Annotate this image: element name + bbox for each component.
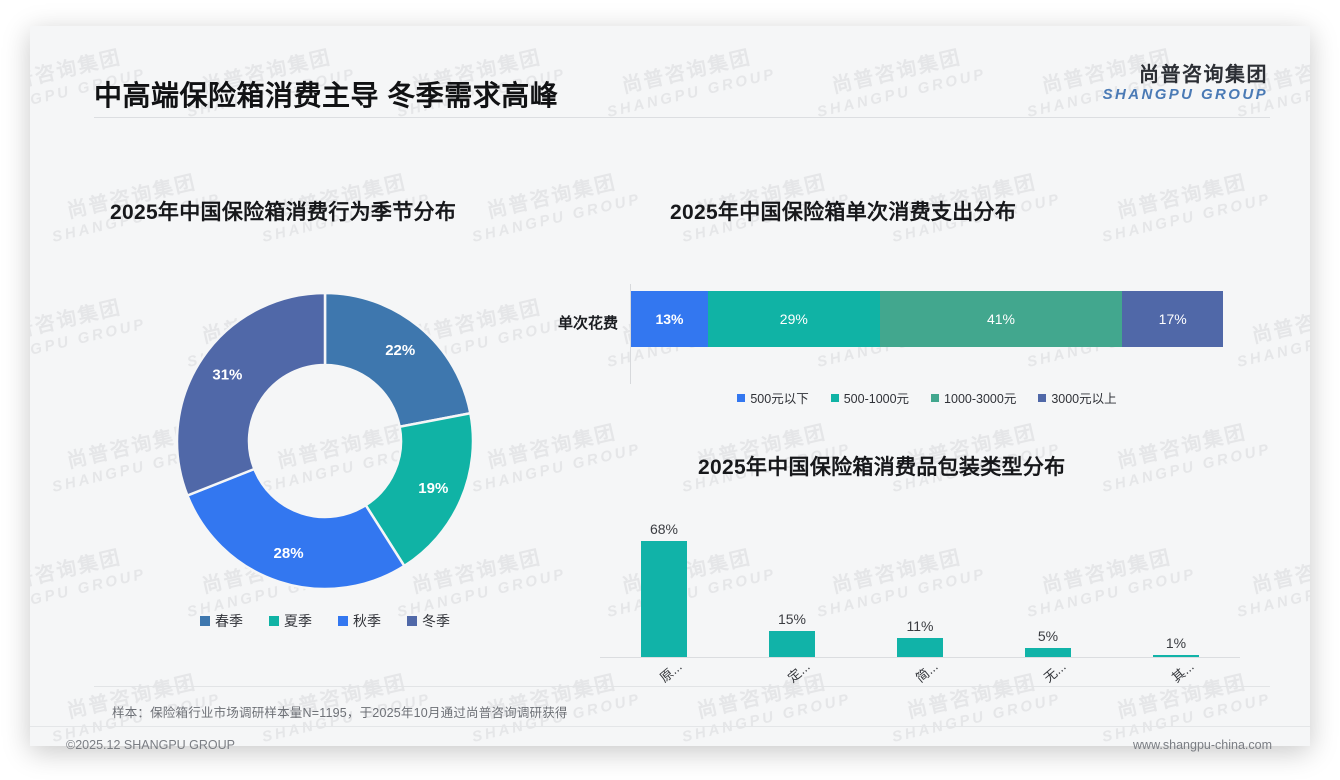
source-footnote: 样本：保险箱行业市场调研样本量N=1195，于2025年10月通过尚普咨询调研获… (112, 706, 568, 720)
stacked-bar-chart: 单次花费 13% 29% 41% 17% 500元以下 500-1000元 1000-30… (530, 276, 1260, 426)
stacked-bar-legend: 500元以下 500-1000元 1000-3000元 3000元以上 (631, 388, 1223, 407)
stacked-bar-legend-label: 1000-3000元 (944, 392, 1017, 406)
donut-legend-label: 冬季 (422, 613, 450, 629)
donut-segment-label: 19% (418, 480, 448, 497)
donut-legend-item[interactable]: 秋季 (338, 611, 381, 631)
column-value-label: 15% (777, 611, 807, 628)
column-axis-tick-label: 简... (912, 658, 941, 686)
donut-segment-label: 28% (274, 545, 304, 562)
donut-segment[interactable] (175, 291, 327, 498)
legend-swatch-icon (200, 616, 210, 626)
stacked-bar-legend-item[interactable]: 500元以下 (737, 388, 809, 407)
stacked-bar-chart-title: 2025年中国保险箱单次消费支出分布 (670, 201, 1017, 224)
stacked-bar-legend-item[interactable]: 3000元以上 (1038, 388, 1117, 407)
column-chart-bars: 68% 15% 11% 5% 1% (600, 507, 1240, 657)
stacked-bar-legend-label: 500元以下 (750, 392, 809, 406)
legend-swatch-icon (338, 616, 348, 626)
slide-canvas: 尚普咨询集团 SHANGPU GROUP 尚普咨询集团 SHANGPU GROUP 尚普… (30, 26, 1310, 752)
column-chart-column[interactable]: 11% (856, 507, 984, 657)
stacked-bar-legend-label: 3000元以上 (1051, 392, 1117, 406)
column-chart-axis-labels: 原... 定... 简... 无... 其... (600, 658, 1240, 704)
donut-chart: 22% 19% 28% 31% 春季 夏季 秋季 冬季 (130, 281, 520, 661)
column-chart-baseline (600, 657, 1240, 658)
column-bar[interactable] (769, 631, 815, 657)
donut-chart-legend: 春季 夏季 秋季 冬季 (130, 611, 520, 631)
stacked-bar-segment[interactable]: 41% (879, 291, 1123, 347)
page-title: 中高端保险箱消费主导 冬季需求高峰 (94, 80, 559, 111)
donut-chart-title: 2025年中国保险箱消费行为季节分布 (110, 201, 457, 224)
donut-legend-label: 春季 (215, 613, 243, 629)
column-axis-tick: 定... (728, 658, 856, 704)
legend-swatch-icon (737, 393, 746, 402)
column-bar[interactable] (1153, 655, 1199, 657)
column-value-label: 68% (649, 520, 679, 537)
column-chart-column[interactable]: 15% (728, 507, 856, 657)
column-chart-column[interactable]: 5% (984, 507, 1112, 657)
donut-segment[interactable] (185, 467, 407, 591)
donut-segment[interactable] (323, 291, 472, 429)
brand-logo: 尚普咨询集团 SHANGPU GROUP (1103, 64, 1268, 104)
column-chart-title: 2025年中国保险箱消费品包装类型分布 (698, 456, 1066, 479)
column-bar[interactable] (897, 638, 943, 657)
column-axis-tick: 原... (600, 658, 728, 704)
column-chart: 68% 15% 11% 5% 1% 原... 定... 简... 无... 其... (590, 504, 1250, 704)
footnote-divider (94, 686, 1270, 687)
stacked-bar-axis-line (630, 284, 631, 384)
column-axis-tick-label: 定... (784, 658, 813, 686)
stacked-bar-segment[interactable]: 17% (1122, 291, 1223, 347)
donut-legend-item[interactable]: 冬季 (407, 611, 450, 631)
column-bar[interactable] (1025, 648, 1071, 657)
footer-copyright: ©2025.12 SHANGPU GROUP (66, 738, 235, 752)
donut-chart-svg: 22% 19% 28% 31% (175, 291, 475, 591)
legend-swatch-icon (830, 393, 839, 402)
donut-segment[interactable] (363, 411, 475, 568)
donut-legend-label: 秋季 (353, 613, 381, 629)
stacked-bar-legend-item[interactable]: 1000-3000元 (931, 388, 1016, 407)
stacked-bar-legend-label: 500-1000元 (843, 392, 910, 406)
legend-swatch-icon (1038, 393, 1047, 402)
column-axis-tick-label: 无... (1040, 658, 1069, 686)
legend-swatch-icon (407, 616, 417, 626)
stacked-bar-segment[interactable]: 29% (707, 291, 880, 347)
column-axis-tick: 简... (856, 658, 984, 704)
stacked-bar-segment[interactable]: 13% (631, 291, 708, 347)
column-bar[interactable] (641, 540, 687, 657)
donut-legend-item[interactable]: 春季 (200, 611, 243, 631)
logo-chinese-text: 尚普咨询集团 (1139, 64, 1268, 86)
column-axis-tick-label: 原... (656, 658, 685, 686)
column-axis-tick: 其... (1112, 658, 1240, 704)
logo-english-text: SHANGPU GROUP (1102, 86, 1268, 104)
column-value-label: 11% (906, 618, 934, 635)
donut-segment-label: 22% (385, 342, 415, 359)
donut-legend-label: 夏季 (284, 613, 312, 629)
column-axis-tick: 无... (984, 658, 1112, 704)
donut-legend-item[interactable]: 夏季 (269, 611, 312, 631)
column-value-label: 1% (1165, 635, 1187, 651)
footer-divider (30, 726, 1310, 727)
column-value-label: 5% (1037, 628, 1059, 645)
column-chart-column[interactable]: 1% (1112, 507, 1240, 657)
donut-segment-label: 31% (212, 367, 242, 384)
column-chart-column[interactable]: 68% (600, 507, 728, 657)
legend-swatch-icon (269, 616, 279, 626)
header-divider (94, 117, 1270, 118)
stacked-bar-category-label: 单次花费 (557, 315, 618, 332)
legend-swatch-icon (931, 393, 940, 402)
footer-website[interactable]: www.shangpu-china.com (1133, 738, 1272, 752)
stacked-bar-legend-item[interactable]: 500-1000元 (830, 388, 910, 407)
stacked-bar-track: 13% 29% 41% 17% (631, 291, 1223, 347)
column-axis-tick-label: 其... (1168, 658, 1197, 686)
slide-header: 中高端保险箱消费主导 冬季需求高峰 尚普咨询集团 SHANGPU GROUP (30, 26, 1310, 118)
